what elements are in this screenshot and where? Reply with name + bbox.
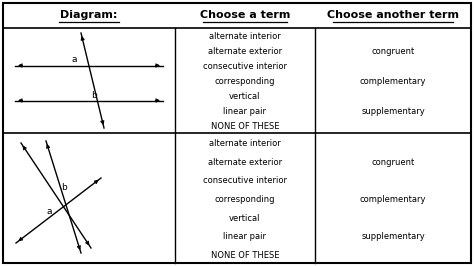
Text: consecutive interior: consecutive interior (203, 62, 287, 71)
Text: Diagram:: Diagram: (60, 10, 118, 20)
Text: linear pair: linear pair (224, 232, 266, 241)
Text: NONE OF THESE: NONE OF THESE (211, 251, 279, 260)
Text: linear pair: linear pair (224, 107, 266, 116)
Text: supplementary: supplementary (361, 232, 425, 241)
Text: alternate interior: alternate interior (209, 32, 281, 41)
Text: congruent: congruent (371, 158, 415, 167)
Text: complementary: complementary (360, 77, 426, 86)
Text: corresponding: corresponding (215, 77, 275, 86)
Text: corresponding: corresponding (215, 195, 275, 204)
Text: a: a (71, 56, 77, 64)
Text: b: b (91, 90, 97, 99)
Text: NONE OF THESE: NONE OF THESE (211, 122, 279, 131)
Text: supplementary: supplementary (361, 107, 425, 116)
Text: Choose a term: Choose a term (200, 10, 290, 20)
Text: alternate exterior: alternate exterior (208, 47, 282, 56)
Text: alternate exterior: alternate exterior (208, 158, 282, 167)
Text: Choose another term: Choose another term (327, 10, 459, 20)
Text: b: b (61, 184, 67, 193)
Text: complementary: complementary (360, 195, 426, 204)
Text: congruent: congruent (371, 47, 415, 56)
Text: consecutive interior: consecutive interior (203, 176, 287, 185)
Text: vertical: vertical (229, 214, 261, 223)
Text: a: a (46, 206, 52, 215)
Text: vertical: vertical (229, 92, 261, 101)
Text: alternate interior: alternate interior (209, 139, 281, 148)
